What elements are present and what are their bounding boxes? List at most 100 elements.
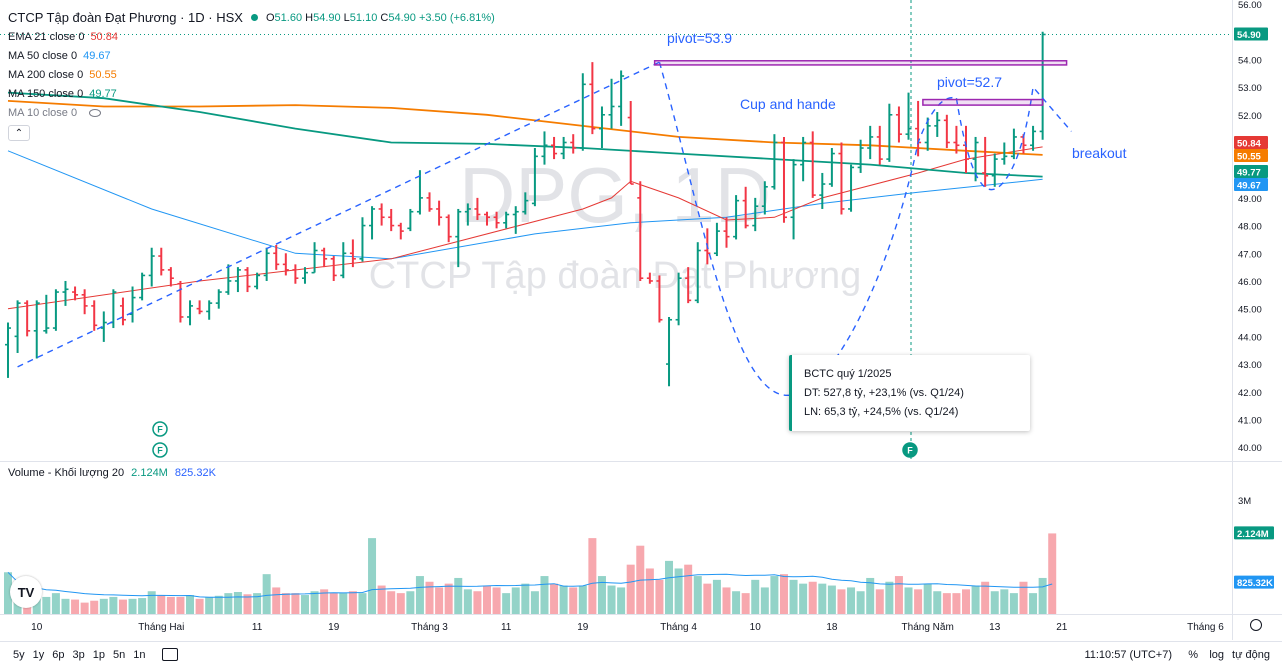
volume-bar: [71, 599, 80, 614]
pattern-label: Cup and hande: [740, 96, 836, 112]
clock[interactable]: 11:10:57 (UTC+7): [1084, 648, 1172, 661]
volume-bar: [463, 589, 472, 614]
volume-bar: [224, 593, 233, 614]
volume-bar: [454, 577, 463, 614]
axis-settings-icon[interactable]: [1250, 619, 1262, 631]
pivot2-label: pivot=52.7: [937, 74, 1002, 90]
volume-bar: [396, 593, 405, 614]
volume-bar: [770, 576, 779, 614]
legend-ema21[interactable]: EMA 21 close 0 50.84: [8, 30, 118, 43]
breakout-label: breakout: [1072, 145, 1127, 161]
volume-bar: [90, 600, 99, 614]
y-tick-label: 41.00: [1238, 415, 1262, 426]
volume-bar: [712, 579, 721, 614]
symbol-title[interactable]: CTCP Tập đoàn Đạt Phương · 1D · HSX: [8, 10, 243, 25]
x-tick-label: 10: [750, 622, 762, 633]
volume-bar: [597, 576, 606, 614]
volume-legend[interactable]: Volume - Khối lượng 20 2.124M 825.32K: [8, 467, 216, 479]
y-tick-label: 53.00: [1238, 83, 1262, 94]
timeframe-5y[interactable]: 5y: [13, 648, 25, 661]
date-range-icon[interactable]: [161, 648, 178, 661]
volume-bar: [779, 574, 788, 614]
volume-bar: [741, 593, 750, 614]
market-status-icon: [250, 14, 258, 21]
volume-bar: [147, 591, 156, 614]
volume-label: Volume - Khối lượng 20: [8, 467, 125, 479]
volume-bar: [588, 538, 597, 614]
volume-bar: [368, 538, 377, 614]
volume-bar: [847, 587, 856, 614]
hidden-eye-icon[interactable]: [89, 108, 102, 117]
volume-tick-label: 3M: [1238, 496, 1251, 507]
timeframe-1n[interactable]: 1n: [133, 648, 146, 661]
volume-bar: [377, 585, 386, 614]
earnings-info-box: BCTC quý 1/2025 DT: 527,8 tỷ, +23,1% (vs…: [789, 355, 1030, 431]
bottom-toolbar: 5y 1y 6p 3p 1p 5n 1n 11:10:57 (UTC+7) % …: [0, 641, 1282, 667]
volume-bar: [1029, 593, 1038, 614]
log-scale-button[interactable]: log: [1209, 648, 1224, 661]
legend-ma50[interactable]: MA 50 close 0 49.67: [8, 49, 111, 62]
ma150-line: [7, 91, 1043, 178]
tradingview-logo-icon[interactable]: TV: [10, 576, 42, 608]
volume-bar: [253, 593, 262, 614]
volume-bar: [617, 587, 626, 614]
volume-bar: [818, 583, 827, 614]
x-tick-label: 10: [31, 622, 43, 633]
price-badge-label: 49.67: [1237, 181, 1261, 192]
collapse-legend-button[interactable]: ⌃: [8, 125, 30, 141]
legend-ma150[interactable]: MA 150 close 0 49.77: [8, 87, 117, 100]
timeframe-1y[interactable]: 1y: [32, 648, 45, 661]
volume-bar: [291, 593, 300, 614]
timeframe-3p[interactable]: 3p: [72, 648, 85, 661]
x-tick-label: Tháng Năm: [902, 622, 954, 633]
legend-title-row: CTCP Tập đoàn Đạt Phương · 1D · HSX O51.…: [8, 8, 495, 27]
report-profit: LN: 65,3 tỷ, +24,5% (vs. Q1/24): [804, 406, 959, 418]
x-tick-label: 19: [577, 622, 589, 633]
volume-bar: [1048, 533, 1057, 614]
pivot-box-53-9: [653, 60, 1068, 66]
volume-bar: [559, 585, 568, 614]
volume-bar: [320, 589, 329, 614]
volume-bar: [626, 564, 635, 614]
volume-bar: [808, 581, 817, 614]
volume-bar: [1009, 593, 1018, 614]
volume-bar: [32, 595, 41, 614]
x-tick-label: Tháng 4: [660, 622, 697, 633]
timeframe-1p[interactable]: 1p: [92, 648, 105, 661]
price-badge: [1234, 27, 1268, 41]
volume-badge: [1234, 526, 1274, 540]
timeframe-6p[interactable]: 6p: [52, 648, 65, 661]
volume-bar: [952, 593, 961, 614]
volume-bar: [1038, 577, 1047, 614]
volume-bar: [109, 596, 118, 614]
volume-bar: [511, 587, 520, 614]
volume-bar: [435, 587, 444, 614]
legend-ma200[interactable]: MA 200 close 0 50.55: [8, 68, 117, 81]
volume-bar: [233, 591, 242, 614]
watermark-name: CTCP Tập đoàn Đạt Phương: [369, 255, 862, 297]
percent-scale-button[interactable]: %: [1188, 648, 1198, 661]
volume-bar: [521, 583, 530, 614]
timeframe-5n[interactable]: 5n: [113, 648, 126, 661]
volume-bar: [118, 599, 127, 614]
volume-bar: [186, 595, 195, 614]
price-badge: [1234, 165, 1268, 178]
volume-bar: [693, 576, 702, 614]
volume-bar: [214, 595, 223, 614]
volume-bar: [799, 583, 808, 614]
legend-ma10[interactable]: MA 10 close 0: [8, 103, 495, 122]
volume-bar: [339, 593, 348, 614]
event-f-label: F: [157, 446, 163, 456]
volume-bar: [722, 587, 731, 614]
volume-bar: [942, 593, 951, 614]
auto-scale-button[interactable]: tự động: [1232, 648, 1270, 661]
volume-bar: [243, 594, 252, 614]
volume-bar: [502, 593, 511, 614]
y-tick-label: 54.00: [1238, 55, 1262, 66]
volume-bar: [1000, 589, 1009, 614]
volume-bar: [990, 591, 999, 614]
volume-value: 2.124M: [131, 467, 168, 479]
volume-badge-label: 825.32K: [1237, 578, 1273, 589]
